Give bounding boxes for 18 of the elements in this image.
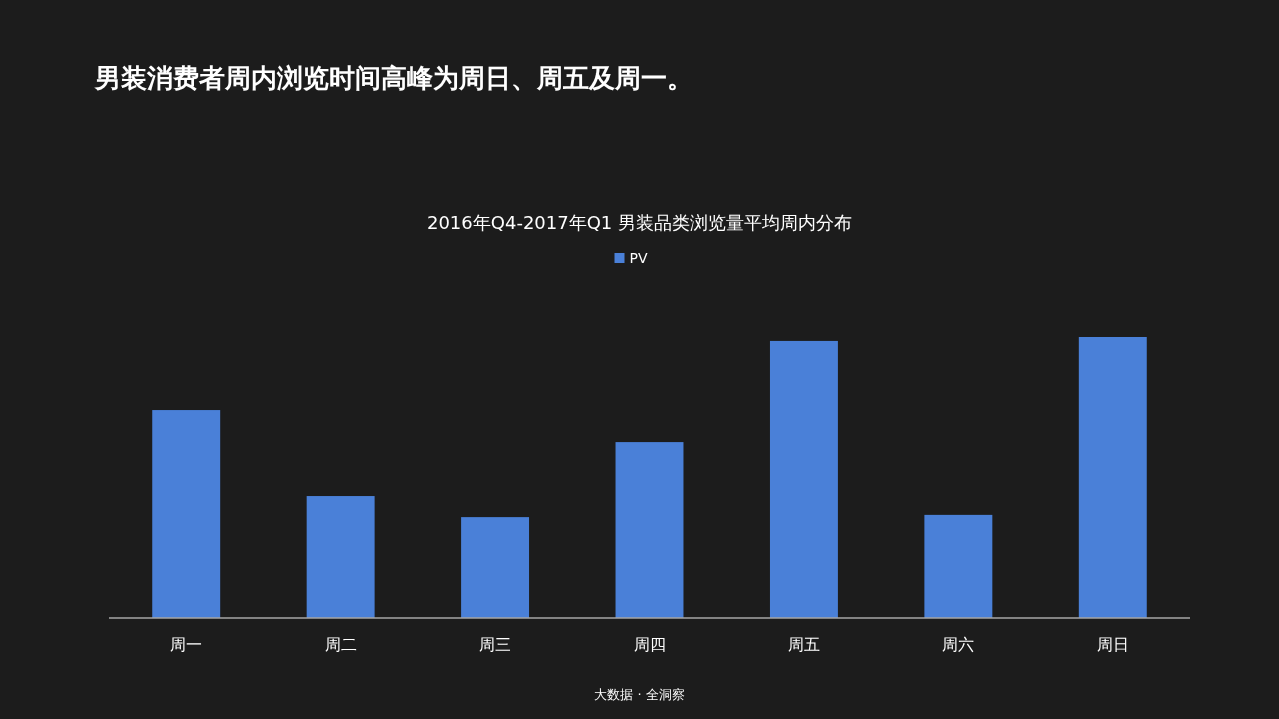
chart-title: 男装消费者周内浏览时间高峰为周日、周五及周一。 bbox=[94, 63, 693, 93]
x-tick-label: 周四 bbox=[633, 635, 666, 654]
x-tick-label: 周六 bbox=[942, 635, 975, 654]
bar bbox=[306, 496, 375, 618]
x-tick-label: 周三 bbox=[479, 635, 512, 654]
bar bbox=[615, 442, 684, 618]
bar bbox=[769, 340, 838, 618]
bar bbox=[461, 517, 530, 618]
x-tick-label: 周一 bbox=[170, 635, 203, 654]
x-tick-label: 周日 bbox=[1096, 635, 1129, 654]
bar bbox=[1078, 337, 1147, 618]
bar bbox=[924, 514, 993, 618]
bar bbox=[152, 410, 221, 618]
legend-label: PV bbox=[629, 250, 648, 266]
x-tick-label: 周五 bbox=[787, 635, 820, 654]
text: 大数据 · 全洞察 bbox=[594, 687, 685, 702]
chart-subtitle: 2016年Q4-2017年Q1 男装品类浏览量平均周内分布 bbox=[426, 212, 853, 233]
x-tick-label: 周二 bbox=[324, 635, 357, 654]
